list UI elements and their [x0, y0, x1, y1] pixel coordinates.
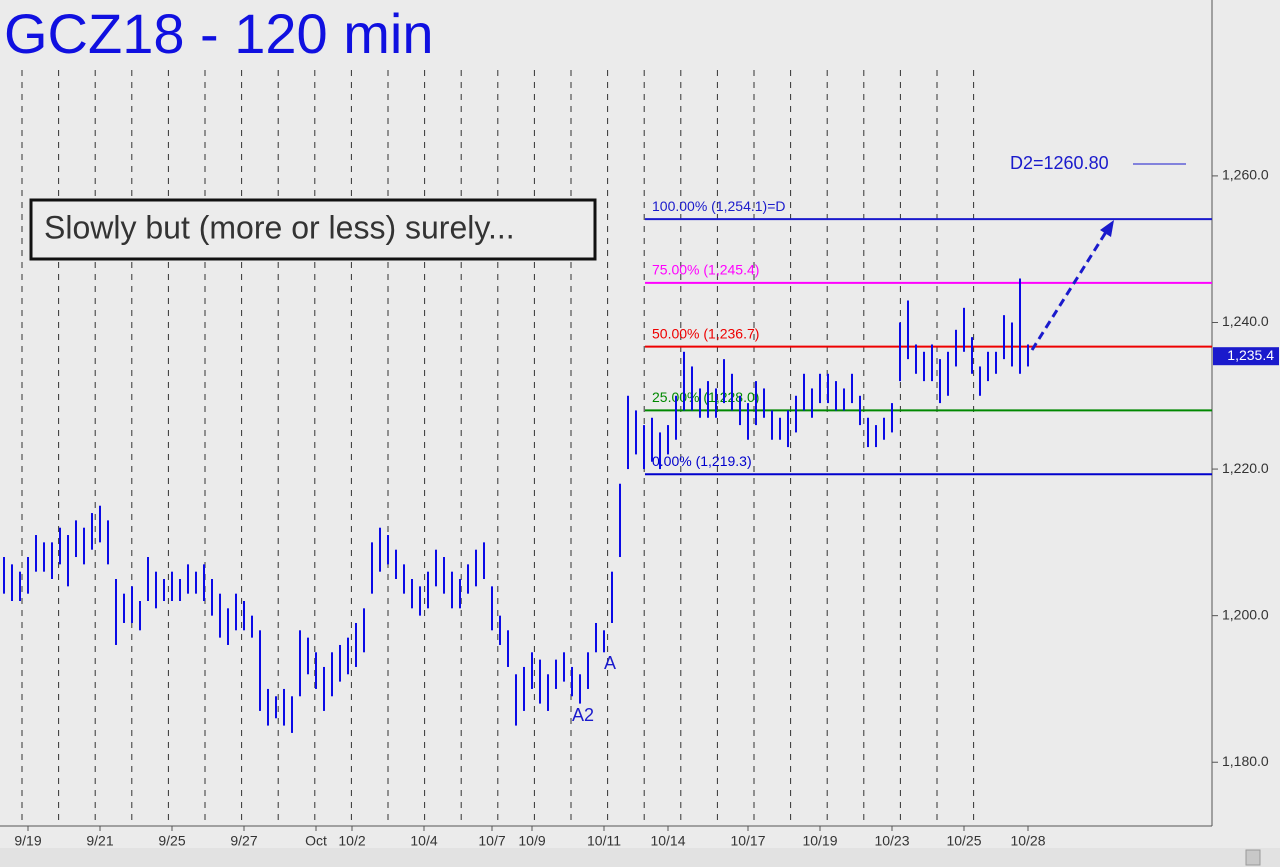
x-tick-label: 10/7	[478, 833, 505, 849]
x-tick-label: 9/21	[86, 833, 113, 849]
x-tick-label: 9/27	[230, 833, 257, 849]
x-tick-label: 10/9	[518, 833, 545, 849]
x-tick-label: 10/25	[946, 833, 981, 849]
x-tick-label: 10/17	[730, 833, 765, 849]
last-price-label: 1,235.4	[1227, 347, 1274, 363]
chart-title: GCZ18 - 120 min	[4, 2, 434, 65]
annotation-box	[29, 198, 597, 261]
y-tick-label: 1,240.0	[1222, 313, 1269, 329]
scrollbar[interactable]	[0, 848, 1280, 867]
level-label: 25.00% (1,228.0)	[652, 389, 759, 405]
y-tick-label: 1,260.0	[1222, 167, 1269, 183]
plot: 1,180.0 1,200.0 1,220.0 1,240.0 1,260.0 9/19 9…	[3, 70, 1279, 849]
arrow-head	[1100, 220, 1114, 237]
wave-label: A2	[572, 705, 594, 725]
level-label: 0.00% (1,219.3)	[652, 453, 752, 469]
projection-arrow	[1030, 231, 1108, 351]
y-tick-label: 1,220.0	[1222, 460, 1269, 476]
x-tick-label: 9/25	[158, 833, 185, 849]
target-label: D2=1260.80	[1010, 153, 1109, 173]
level-label: 100.00% (1,254.1)=D	[652, 198, 785, 214]
y-tick-label: 1,180.0	[1222, 753, 1269, 769]
x-tick-label: Oct	[305, 833, 327, 849]
scroll-thumb[interactable]	[1245, 849, 1261, 866]
x-tick-label: 10/19	[802, 833, 837, 849]
x-tick-label: 10/4	[410, 833, 437, 849]
level-label: 75.00% (1,245.4)	[652, 262, 759, 278]
wave-label: A	[604, 653, 616, 673]
x-tick-label: 10/23	[874, 833, 909, 849]
x-tick-label: 10/28	[1010, 833, 1045, 849]
x-tick-label: 10/2	[338, 833, 365, 849]
annotation-text: Slowly but (more or less) surely...	[44, 209, 515, 245]
x-tick-label: 10/11	[587, 833, 621, 849]
x-tick-label: 9/19	[14, 833, 41, 849]
x-tick-label: 10/14	[650, 833, 685, 849]
last-price-tag	[1213, 347, 1279, 366]
level-label: 50.00% (1,236.7)	[652, 325, 759, 341]
y-tick-label: 1,200.0	[1222, 606, 1269, 622]
